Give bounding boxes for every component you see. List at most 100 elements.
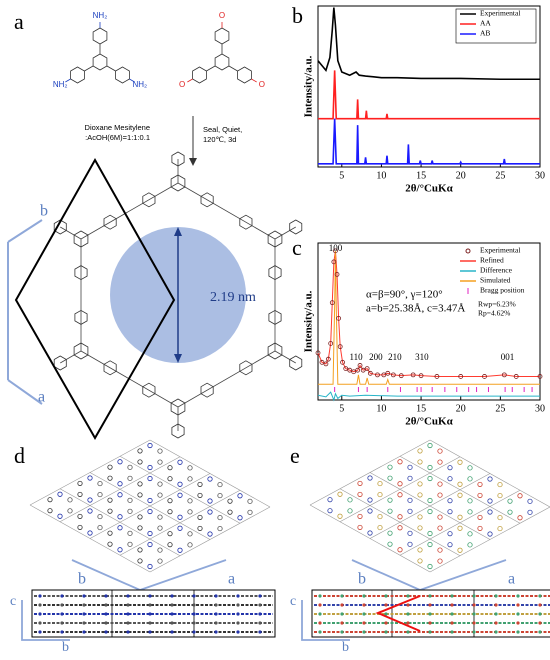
axis-arrows [7,219,43,405]
atom [157,481,163,487]
axis-label: c [290,594,296,609]
atom [192,612,196,616]
atom [258,630,262,634]
data-point [319,359,325,365]
atom [387,530,393,536]
atom [104,612,108,616]
atom [467,476,473,482]
fit-params: Rp=4.62% [478,309,510,318]
atom [472,630,476,634]
atom [187,542,193,548]
atom [147,497,153,504]
atom [494,612,498,616]
atom [384,621,388,625]
data-point [347,367,353,373]
data-point [501,372,507,378]
atom [457,492,463,498]
atom [157,459,163,465]
ring [92,27,108,45]
legend-label: Bragg position [480,286,525,295]
atom [107,464,113,470]
bond [65,78,71,83]
atom [147,464,153,471]
atom [406,621,410,625]
ring [53,219,67,235]
atom [362,630,366,634]
atom [126,594,130,598]
atom [247,509,253,515]
atom [538,603,542,607]
data-point [390,372,396,378]
atom [377,491,383,498]
atom [377,480,383,487]
atom [237,515,243,521]
series-line [318,118,540,165]
linker [177,182,276,240]
ring [70,66,85,84]
x-tick-label: 5 [339,170,344,181]
atom [406,603,410,607]
atom [357,491,363,498]
x-tick-label: 15 [416,403,426,414]
atom [318,621,322,625]
data-point [381,372,387,378]
atom [170,630,174,634]
atom [217,492,223,499]
axis-label: a [508,571,515,588]
axis-label: b [78,571,86,588]
atom [147,541,153,548]
atom [127,475,133,481]
atom [497,514,503,521]
atom-label: NH₂ [133,80,148,89]
atom [472,603,476,607]
atom [147,508,153,515]
data-point [357,363,363,368]
atom [538,630,542,634]
atom [457,525,463,531]
atom [57,491,63,497]
axis-label: b [40,203,48,220]
atom [82,630,86,634]
atom [258,612,262,616]
atom [104,630,108,634]
atom [447,465,453,471]
atom [487,498,493,504]
atom [227,509,233,515]
atom [450,630,454,634]
x-tick-label: 20 [456,403,466,414]
atom [428,612,432,616]
atom [97,513,103,520]
panel-label: c [292,235,302,260]
atom [247,498,253,504]
ring [214,27,230,45]
axis-label: a [228,571,235,588]
axis-arrows [351,559,507,591]
atom [417,514,423,520]
atom [38,594,42,598]
atom [60,621,64,625]
atom [170,603,174,607]
atom [467,542,473,548]
data-point [329,300,335,306]
atom [187,531,193,537]
atom [87,475,93,481]
atom [214,630,218,634]
atom [437,547,443,553]
atom [384,630,388,634]
peak-label: 110 [349,352,363,362]
x-tick-label: 15 [416,170,426,181]
bond [106,65,116,72]
atom [487,509,493,515]
atom [192,630,196,634]
atom [538,612,542,616]
atom [137,448,143,454]
atom [137,492,143,498]
ring [289,355,303,371]
atom [516,603,520,607]
atom [450,612,454,616]
y-axis-label: Intensity/a.u. [303,290,315,352]
atom [494,621,498,625]
x-tick-label: 20 [456,170,466,181]
legend-label: Experimental [480,9,520,18]
atom [137,525,143,531]
